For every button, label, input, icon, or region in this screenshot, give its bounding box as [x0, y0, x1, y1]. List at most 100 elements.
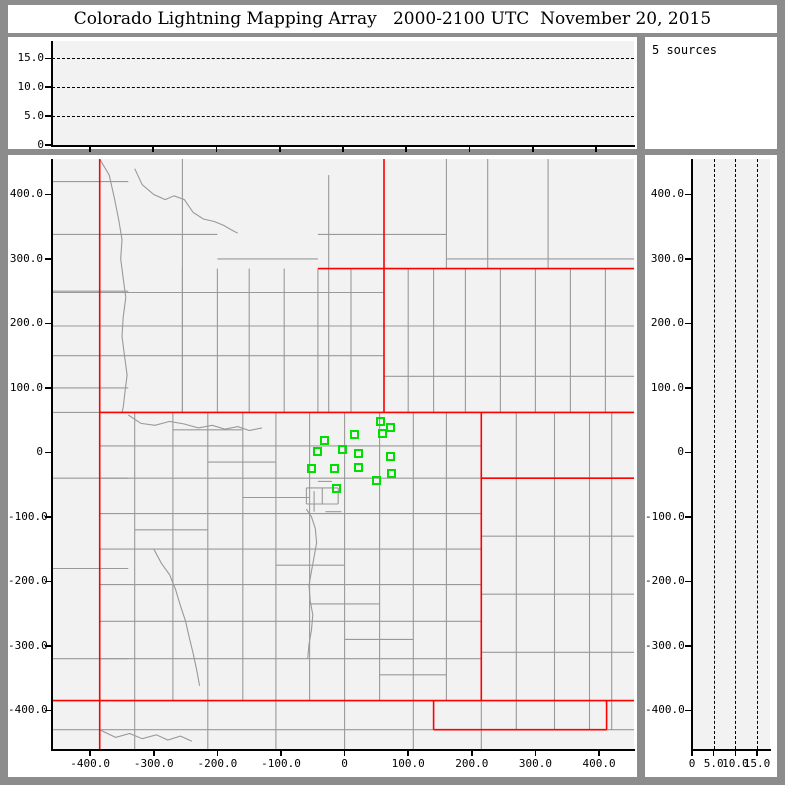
x-tick	[712, 750, 715, 756]
y-tick	[45, 258, 52, 260]
lightning-source-marker	[312, 446, 322, 456]
window-title-bar: Colorado Lightning Mapping Array 2000-21…	[8, 5, 777, 33]
x-tick	[595, 146, 597, 152]
x-tick-label: 0	[341, 757, 348, 770]
y-tick	[45, 580, 52, 583]
y-tick	[685, 645, 692, 647]
y-tick-label: 200.0	[650, 316, 684, 330]
lightning-source-marker	[337, 445, 347, 455]
x-tick-label: 200.0	[455, 757, 489, 770]
y-tick-label: 400.0	[650, 187, 684, 201]
x-tick-label: 15.0	[743, 757, 771, 770]
x-tick	[534, 750, 537, 756]
x-axis-line	[51, 145, 635, 147]
x-tick-label: -200.0	[197, 757, 238, 770]
sources-count-label: 5 sources	[652, 43, 718, 57]
county-line	[99, 729, 193, 742]
y-tick-label: 0	[677, 445, 684, 459]
y-tick	[685, 516, 692, 518]
lightning-source-marker	[350, 430, 360, 440]
x-tick	[691, 750, 693, 756]
x-tick	[89, 146, 91, 152]
page-title: Colorado Lightning Mapping Array 2000-21…	[73, 9, 712, 29]
map-geography	[52, 159, 634, 749]
y-tick	[45, 645, 52, 647]
time-height-plot-area[interactable]	[52, 41, 634, 145]
x-tick-label: 300.0	[518, 757, 552, 770]
y-tick	[685, 580, 692, 583]
y-tick	[45, 115, 52, 117]
y-tick	[685, 258, 692, 260]
x-tick	[278, 146, 281, 152]
lightning-source-marker	[354, 449, 364, 459]
y-tick	[685, 387, 692, 389]
y-tick	[45, 451, 52, 454]
x-tick	[215, 146, 218, 152]
plan-view-map-panel[interactable]: -400.0 -300.0 -200.0 -100.0 0 100.0 200.0 300.0…	[8, 155, 637, 777]
lightning-source-marker	[329, 464, 339, 473]
gridline-vertical	[713, 159, 715, 749]
y-tick	[685, 193, 692, 196]
y-tick-label: 300.0	[9, 251, 43, 265]
y-tick-label: -100.0	[8, 509, 48, 523]
x-axis-line	[51, 749, 635, 751]
gridline-vertical	[757, 159, 758, 749]
y-tick-label: -200.0	[645, 574, 685, 588]
y-tick-label: -300.0	[8, 638, 48, 652]
x-tick	[468, 146, 471, 152]
gridline-vertical	[735, 159, 737, 749]
y-tick-label: -100.0	[645, 509, 685, 523]
gridline-horizontal	[52, 116, 634, 118]
x-tick	[216, 750, 219, 756]
x-tick-label: -300.0	[133, 757, 174, 770]
lightning-source-marker	[386, 468, 396, 478]
altitude-latitude-panel[interactable]: -400.0 -300.0 -200.0 -100.0 0 100.0 200.0 300.0…	[645, 155, 777, 777]
x-tick	[598, 750, 600, 756]
x-tick	[531, 146, 534, 152]
y-tick	[685, 451, 692, 454]
lightning-source-marker	[371, 476, 381, 486]
time-height-panel[interactable]: 05.010.015.0-400.0-300.0-200.0-100.00100…	[8, 37, 637, 166]
lightning-source-marker	[319, 436, 329, 446]
altitude-latitude-plot-area[interactable]	[692, 159, 770, 749]
y-tick-label: 15.0	[17, 51, 45, 65]
x-tick	[343, 750, 346, 756]
map-plot-area[interactable]	[52, 159, 634, 749]
county-line	[99, 159, 128, 413]
lightning-source-marker	[307, 464, 316, 473]
y-tick-label: 400.0	[9, 187, 43, 201]
x-tick	[152, 146, 154, 152]
y-tick	[685, 322, 692, 325]
y-tick-label: 300.0	[650, 251, 684, 265]
x-tick-label: -100.0	[261, 757, 301, 770]
y-tick	[45, 709, 52, 712]
y-axis-line	[51, 159, 53, 749]
county-line	[134, 168, 238, 234]
y-tick-label: -300.0	[645, 638, 685, 652]
y-tick	[45, 387, 52, 389]
y-axis-line	[51, 41, 53, 145]
y-tick-label: 0	[37, 138, 44, 151]
y-axis-line	[691, 159, 693, 749]
y-tick	[685, 709, 692, 712]
x-tick	[407, 750, 409, 756]
x-tick-label: 10.0	[722, 757, 749, 770]
x-tick-label: -400.0	[70, 757, 111, 770]
y-tick-label: 100.0	[650, 380, 684, 394]
y-tick-label: 0	[36, 445, 43, 459]
x-tick	[405, 146, 408, 152]
county-line	[305, 508, 318, 659]
x-axis-line	[691, 749, 771, 751]
lightning-source-marker	[332, 483, 342, 493]
lightning-source-marker	[376, 416, 386, 426]
x-tick	[89, 750, 91, 756]
lightning-source-marker	[354, 463, 364, 473]
x-tick-label: 100.0	[391, 757, 425, 770]
y-tick	[45, 86, 52, 89]
x-tick	[756, 750, 758, 756]
y-tick-label: -400.0	[645, 703, 685, 717]
y-tick-label: 5.0	[24, 109, 44, 123]
x-tick-label: 400.0	[582, 757, 616, 770]
county-line	[127, 414, 263, 432]
